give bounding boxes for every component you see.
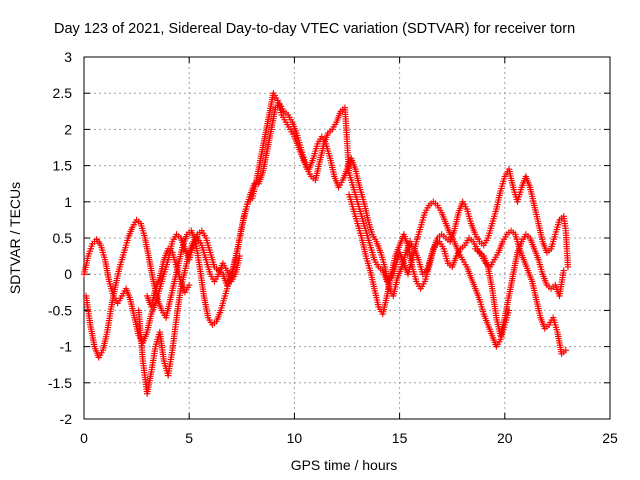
data-markers xyxy=(80,90,572,397)
data-point-marker xyxy=(236,252,243,260)
x-tick-label: 10 xyxy=(287,430,303,446)
y-tick-label: -1.5 xyxy=(48,375,72,391)
x-tick-label: 20 xyxy=(497,430,513,446)
y-axis-label: SDTVAR / TECUs xyxy=(7,182,23,294)
x-axis-label: GPS time / hours xyxy=(291,457,398,473)
y-tick-label: -0.5 xyxy=(48,302,72,318)
y-tick-label: 0 xyxy=(64,266,72,282)
data-point-marker xyxy=(186,281,193,289)
x-tick-label: 5 xyxy=(185,430,193,446)
grid-lines xyxy=(84,57,610,419)
x-tick-label: 0 xyxy=(80,430,88,446)
y-tick-label: -1 xyxy=(60,339,73,355)
data-point-marker xyxy=(564,263,572,271)
y-tick-label: -2 xyxy=(60,411,73,427)
data-point-marker xyxy=(560,267,567,274)
y-tick-label: 1.5 xyxy=(53,158,73,174)
x-tick-label: 25 xyxy=(602,430,618,446)
y-tick-label: 2 xyxy=(64,121,72,137)
data-point-marker xyxy=(562,347,570,354)
y-tick-label: 2.5 xyxy=(53,85,73,101)
x-tick-label: 15 xyxy=(392,430,408,446)
y-tick-label: 1 xyxy=(64,194,72,210)
chart-title: Day 123 of 2021, Sidereal Day-to-day VTE… xyxy=(54,21,575,37)
y-tick-label: 0.5 xyxy=(53,230,73,246)
axis-ticks xyxy=(83,56,611,420)
y-tick-label: 3 xyxy=(64,49,72,65)
